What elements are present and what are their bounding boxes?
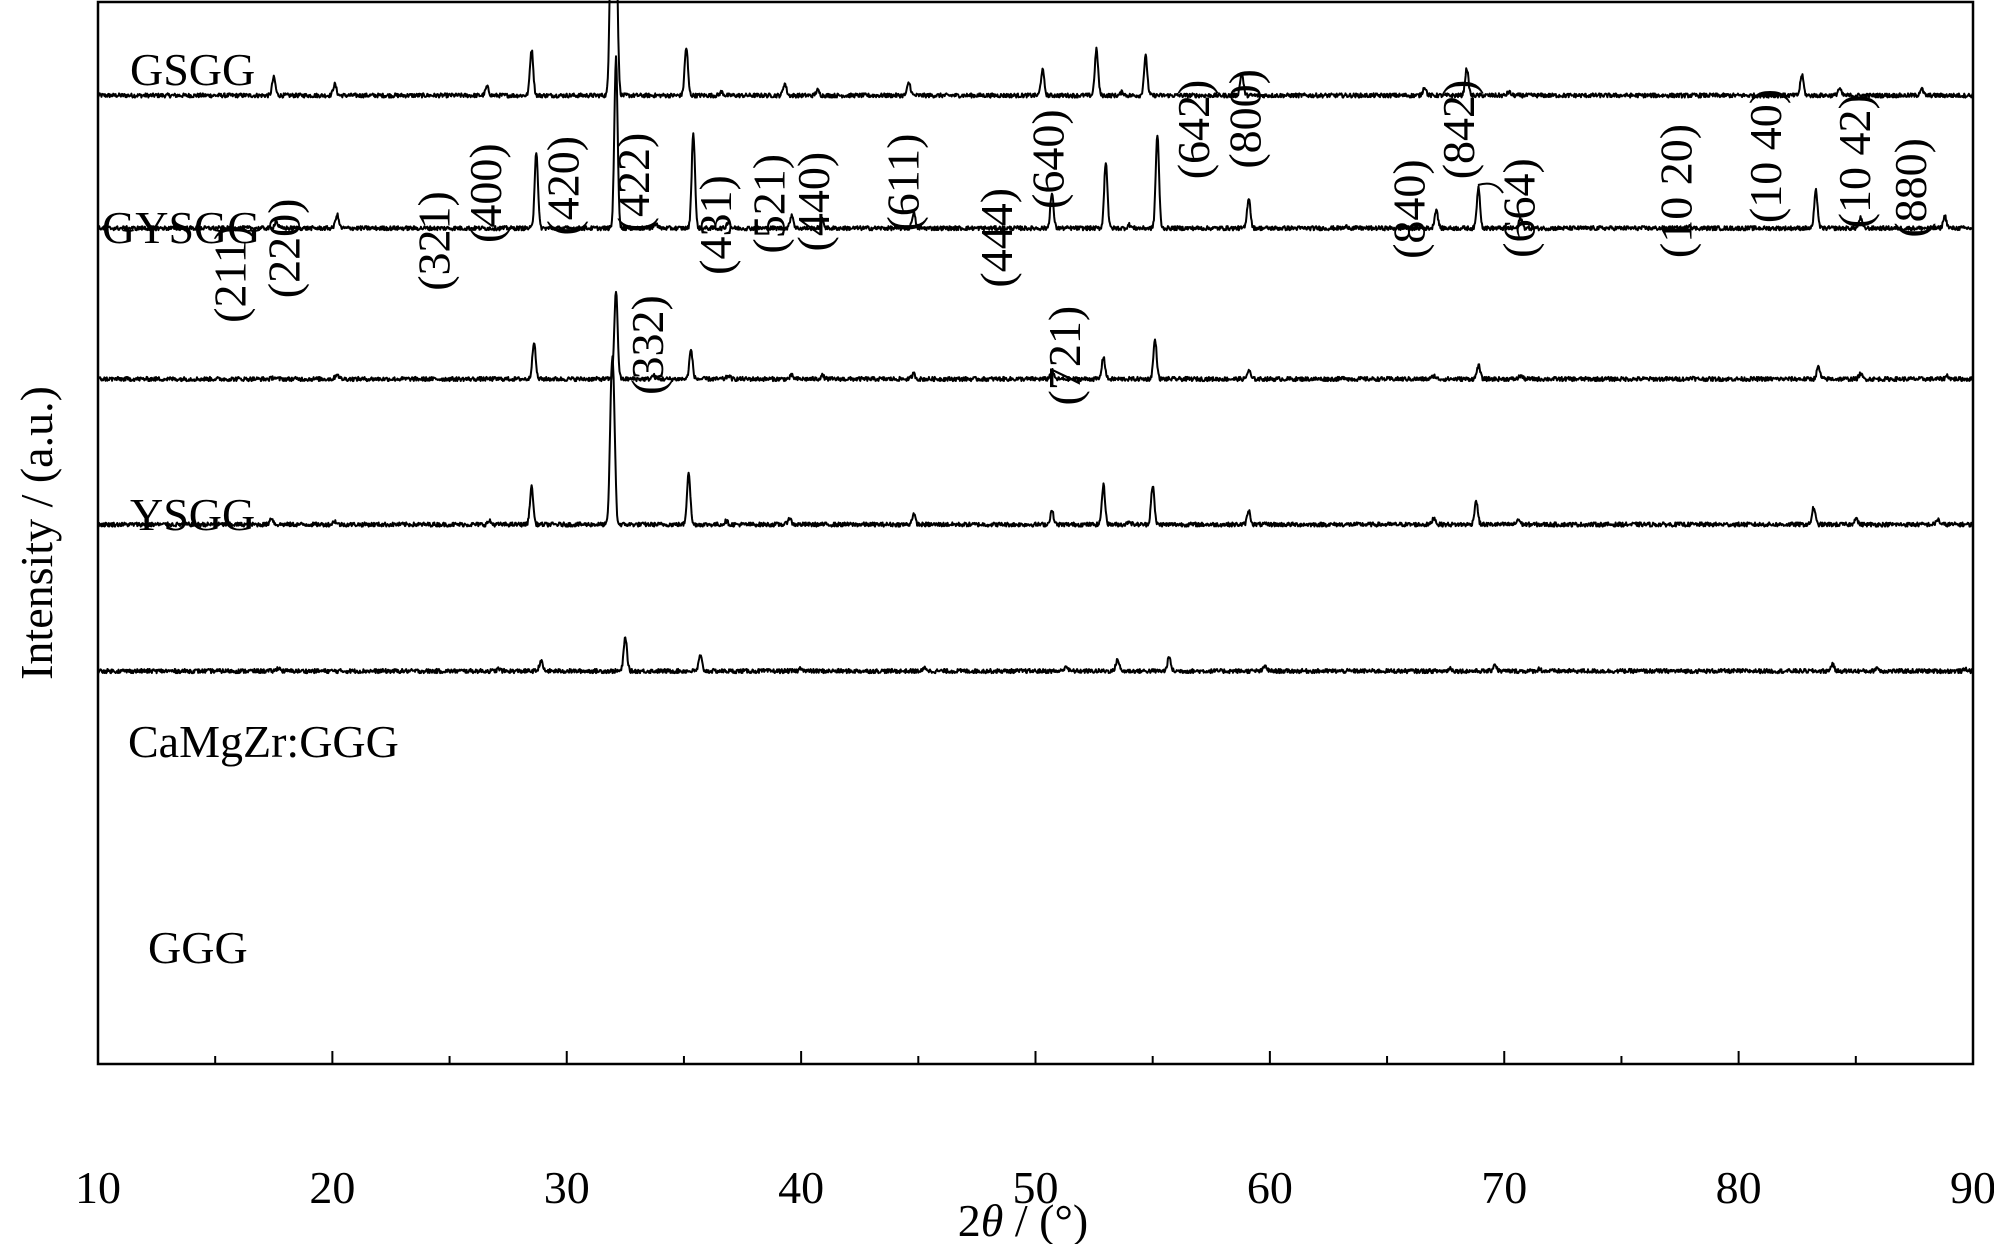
hkl-label: (640) xyxy=(1023,109,1074,209)
hkl-label: (400) xyxy=(460,143,511,243)
series-labels: GSGG GYSGG YSGG CaMgZr:GGG GGG xyxy=(102,44,399,973)
series-line-1 xyxy=(97,55,1974,232)
series-label: CaMgZr:GGG xyxy=(128,716,399,767)
hkl-label: (444) xyxy=(971,188,1022,288)
hkl-label: (664) xyxy=(1494,158,1545,258)
hkl-label: (431) xyxy=(690,175,741,275)
hkl-label: (10 42) xyxy=(1829,94,1880,228)
peak-bracket xyxy=(1477,182,1504,194)
hkl-label: (521) xyxy=(744,154,795,254)
series-line-4 xyxy=(97,636,1974,675)
x-axis-label: 2θ / (°) xyxy=(958,1195,1088,1244)
x-tick-label: 50 xyxy=(1013,1162,1059,1213)
x-tick-labels: 10 20 30 40 50 60 70 80 90 xyxy=(75,1162,1994,1213)
hkl-label: (840) xyxy=(1384,159,1435,259)
hkl-label: (800) xyxy=(1220,69,1271,169)
hkl-labels: (211) (220) (321) (400) (420) (422) (332) (431)… xyxy=(205,69,1936,405)
hkl-label: (332) xyxy=(622,295,673,395)
x-tick-label: 70 xyxy=(1481,1162,1527,1213)
series-label: YSGG xyxy=(130,489,255,540)
hkl-label: (420) xyxy=(537,136,588,236)
y-axis-label: Intensity / (a.u.) xyxy=(11,386,62,680)
hkl-label: (10 20) xyxy=(1651,124,1702,258)
x-tick-label: 60 xyxy=(1247,1162,1293,1213)
hkl-label: (321) xyxy=(409,191,460,291)
hkl-label: (422) xyxy=(608,133,659,233)
series-line-3 xyxy=(97,355,1974,528)
series-curves xyxy=(97,0,1974,675)
x-tick-label: 80 xyxy=(1716,1162,1762,1213)
series-label: GSGG xyxy=(130,44,255,95)
hkl-label: (211) xyxy=(205,225,256,323)
hkl-label: (220) xyxy=(259,199,310,299)
series-label: GGG xyxy=(148,922,248,973)
x-tick-label: 40 xyxy=(778,1162,824,1213)
hkl-label: (611) xyxy=(877,134,928,232)
hkl-label: (440) xyxy=(788,152,839,252)
x-tick-label: 20 xyxy=(309,1162,355,1213)
hkl-label: (721) xyxy=(1039,306,1090,406)
x-tick-label: 90 xyxy=(1950,1162,1994,1213)
x-tick-label: 30 xyxy=(544,1162,590,1213)
series-line-2 xyxy=(97,290,1974,383)
series-label: GYSGG xyxy=(102,202,260,253)
series-line-0 xyxy=(97,0,1974,99)
x-tick-label: 10 xyxy=(75,1162,121,1213)
hkl-label: (842) xyxy=(1433,80,1484,180)
hkl-label: (642) xyxy=(1168,80,1219,180)
hkl-label: (880) xyxy=(1885,138,1936,238)
x-ticks xyxy=(214,1051,1857,1064)
hkl-label: (10 40) xyxy=(1740,89,1791,223)
